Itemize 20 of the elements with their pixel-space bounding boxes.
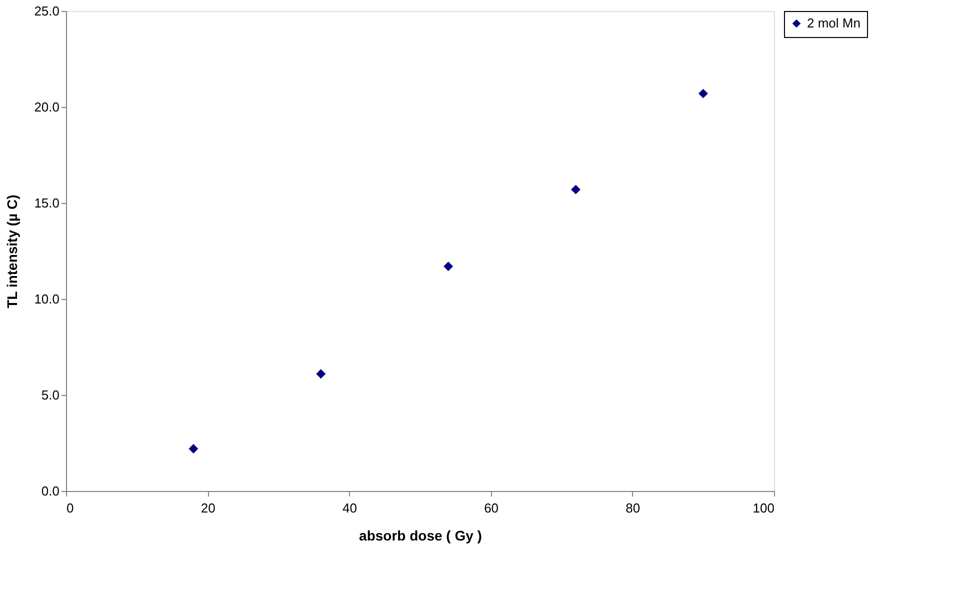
x-axis-title: absorb dose ( Gy ) [359, 528, 482, 544]
x-tick-label: 100 [752, 500, 774, 516]
point [316, 369, 326, 379]
x-tick-label: 20 [200, 500, 216, 516]
y-tick-label: 25.0 [34, 4, 60, 18]
y-tick-label: 5.0 [41, 388, 60, 402]
y-axis-title: TL intensity (µ C) [4, 194, 20, 308]
x-tick-label: 80 [626, 500, 640, 516]
y-tick-label: 20.0 [34, 100, 60, 114]
y-tick-label: 15.0 [34, 196, 60, 210]
point [444, 262, 454, 272]
point [698, 88, 708, 98]
x-tick-label: 60 [484, 500, 499, 516]
point [571, 184, 581, 194]
y-tick-label: 10.0 [34, 292, 60, 306]
y-tick-label: 0.0 [41, 484, 60, 498]
point [188, 444, 198, 454]
x-tick-label: 0 [66, 500, 74, 516]
legend-label: 2 mol Mn [807, 16, 860, 30]
x-tick-label: 40 [342, 500, 357, 516]
